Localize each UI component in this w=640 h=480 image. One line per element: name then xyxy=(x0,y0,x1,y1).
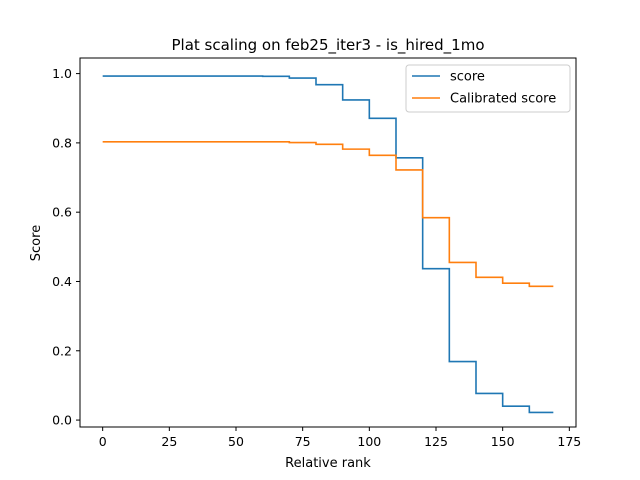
x-tick-label: 50 xyxy=(228,434,244,449)
y-axis-label: Score xyxy=(29,225,44,261)
y-tick-label: 1.0 xyxy=(52,66,72,81)
axes-layer: 0 25 50 75 100 125 150 175 0.0 0.2 0.4 0.6 0.8 1.0 xyxy=(52,57,581,449)
x-tick-label: 75 xyxy=(295,434,311,449)
axes-frame xyxy=(79,57,577,428)
series-line-1 xyxy=(102,141,554,288)
legend-label: score xyxy=(450,70,485,85)
y-tick-label: 0.6 xyxy=(52,205,72,220)
chart-title: Plat scaling on feb25_iter3 - is_hired_1… xyxy=(171,36,484,55)
legend-label: Calibrated score xyxy=(450,92,556,107)
x-tick-label: 25 xyxy=(161,434,177,449)
legend: score Calibrated score xyxy=(405,64,571,113)
legend-box xyxy=(405,64,571,113)
x-axis-label: Relative rank xyxy=(285,456,371,471)
y-tick-label: 0.2 xyxy=(52,343,72,358)
y-tick-label: 0.4 xyxy=(52,274,72,289)
y-tick-label: 0.0 xyxy=(52,413,72,428)
x-tick-label: 100 xyxy=(357,434,381,449)
x-tick-label: 150 xyxy=(491,434,515,449)
x-tick-label: 125 xyxy=(424,434,448,449)
series-line-0 xyxy=(102,75,554,414)
y-tick-label: 0.8 xyxy=(52,135,72,150)
series-layer xyxy=(102,75,554,414)
x-tick-label: 0 xyxy=(99,434,107,449)
x-tick-label: 175 xyxy=(557,434,581,449)
